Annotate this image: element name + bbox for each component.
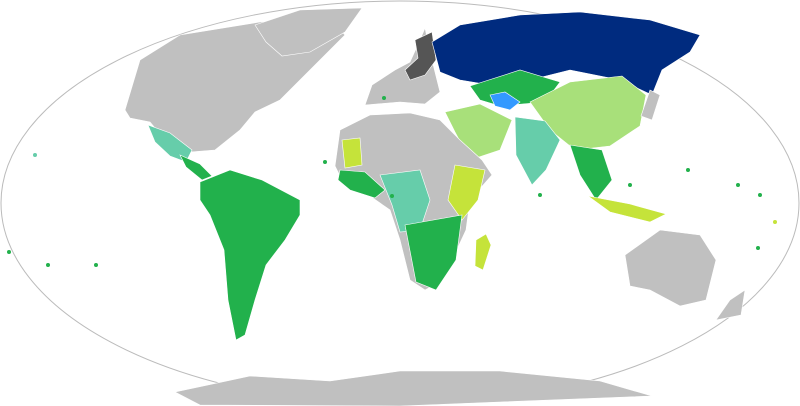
region-new-zealand[interactable] xyxy=(715,289,746,321)
region-india[interactable] xyxy=(514,116,561,186)
island-marker xyxy=(7,250,11,254)
island-marker xyxy=(758,193,762,197)
region-australia[interactable] xyxy=(624,229,717,307)
island-marker xyxy=(736,183,740,187)
island-marker xyxy=(628,183,632,187)
region-east-africa[interactable] xyxy=(447,164,486,221)
region-central-america[interactable] xyxy=(179,154,213,181)
island-marker xyxy=(46,263,50,267)
island-marker xyxy=(33,153,37,157)
region-southeast-asia[interactable] xyxy=(569,144,613,201)
region-south-america[interactable] xyxy=(199,169,301,341)
island-marker xyxy=(94,263,98,267)
region-china[interactable] xyxy=(529,75,647,151)
region-greenland[interactable] xyxy=(254,7,363,57)
region-caspian-region[interactable] xyxy=(489,91,521,111)
region-japan[interactable] xyxy=(640,89,661,121)
region-baltic-states[interactable] xyxy=(404,31,437,81)
island-marker xyxy=(686,168,690,172)
island-marker xyxy=(756,246,760,250)
region-middle-east[interactable] xyxy=(444,103,513,161)
island-marker xyxy=(382,96,386,100)
region-west-africa[interactable] xyxy=(337,169,386,199)
region-indonesia[interactable] xyxy=(587,195,667,223)
region-mauritania[interactable] xyxy=(341,137,363,169)
island-marker xyxy=(538,193,542,197)
island-marker xyxy=(323,160,327,164)
island-marker xyxy=(390,194,394,198)
region-russia[interactable] xyxy=(431,11,701,96)
island-marker xyxy=(773,220,777,224)
region-madagascar[interactable] xyxy=(474,233,492,271)
region-southern-africa[interactable] xyxy=(404,214,463,291)
